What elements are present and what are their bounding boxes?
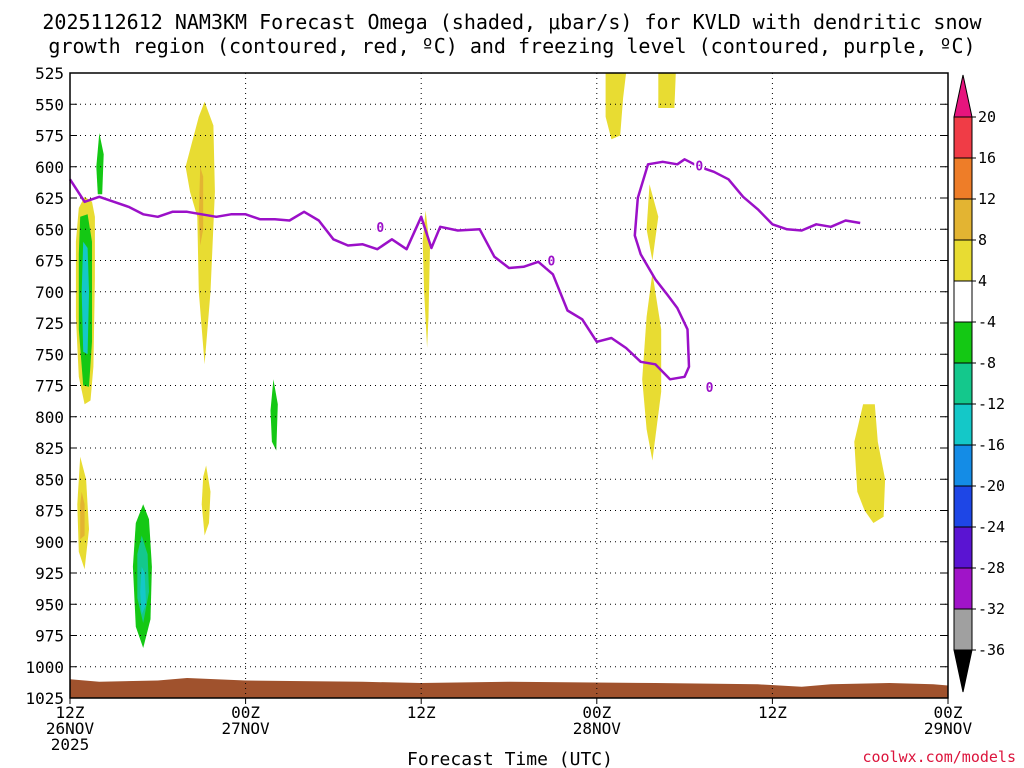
- omega-region-5: [198, 166, 204, 246]
- grid: [70, 73, 948, 698]
- y-tick-label-875: 875: [35, 502, 64, 521]
- colorbar-label-4: 4: [978, 272, 987, 290]
- omega-region-2: [81, 241, 89, 355]
- x-axis-label: Forecast Time (UTC): [407, 749, 613, 768]
- omega-region-14: [605, 73, 627, 140]
- x-tick-label-24-0: 12Z: [407, 703, 436, 722]
- x-tick-label-12-1: 27NOV: [222, 719, 271, 738]
- colorbar-bin-8: [953, 444, 973, 487]
- x-tick-label-0-1: 26NOV: [46, 719, 95, 738]
- terrain: [70, 678, 948, 698]
- freezing-label-bg-2: [694, 157, 705, 173]
- colorbar-bottom-arrow: [953, 649, 973, 693]
- y-tick-label-925: 925: [35, 564, 64, 583]
- freezing-level-contour: 0 0 0 0: [68, 157, 861, 396]
- x-tick-label-36-1: 28NOV: [573, 719, 622, 738]
- colorbar-bin-0: [953, 116, 973, 159]
- y-tick-label-650: 650: [35, 220, 64, 239]
- y-tick-label-675: 675: [35, 252, 64, 271]
- x-tick-label-0-0: 12Z: [56, 703, 85, 722]
- colorbar-label-3: 8: [978, 231, 987, 249]
- colorbar-label-8: -16: [978, 436, 1005, 454]
- y-tick-label-950: 950: [35, 595, 64, 614]
- colorbar-bin-11: [953, 567, 973, 610]
- colorbar-label-7: -12: [978, 395, 1005, 413]
- omega-region-13: [422, 210, 430, 348]
- omega-shading: [75, 73, 886, 648]
- x-tick-label-60-1: 29NOV: [924, 719, 973, 738]
- freezing-level-label-2: 0: [695, 160, 703, 175]
- x-tick-label-12-0: 00Z: [231, 703, 260, 722]
- colorbar-label-6: -8: [978, 354, 996, 372]
- chart-title-line1: 2025112612 NAM3KM Forecast Omega (shaded…: [42, 10, 982, 34]
- y-tick-label-975: 975: [35, 627, 64, 646]
- y-tick-label-550: 550: [35, 95, 64, 114]
- y-tick-label-900: 900: [35, 533, 64, 552]
- colorbar-label-0: 20: [978, 108, 996, 126]
- freezing-level-label-1: 0: [548, 255, 556, 270]
- omega-region-18: [854, 404, 886, 523]
- colorbar-bin-12: [953, 608, 973, 651]
- y-tick-label-1025: 1025: [25, 689, 64, 708]
- y-tick-label-600: 600: [35, 158, 64, 177]
- omega-region-16: [646, 184, 659, 261]
- y-tick-label-750: 750: [35, 345, 64, 364]
- colorbar-bin-4: [953, 280, 973, 323]
- colorbar-label-2: 12: [978, 190, 996, 208]
- y-tick-label-800: 800: [35, 408, 64, 427]
- colorbar-label-11: -28: [978, 559, 1005, 577]
- omega-region-10: [140, 566, 147, 615]
- omega-region-11: [201, 465, 211, 536]
- omega-region-3: [96, 133, 104, 195]
- colorbar-top-arrow: [953, 74, 973, 118]
- omega-region-15: [658, 73, 676, 108]
- plot-area: [70, 73, 948, 698]
- colorbar-bin-10: [953, 526, 973, 569]
- y-tick-label-825: 825: [35, 439, 64, 458]
- x-tick-label-48-0: 12Z: [758, 703, 787, 722]
- y-tick-label-775: 775: [35, 377, 64, 396]
- colorbar-label-10: -24: [978, 518, 1005, 536]
- colorbar-bin-2: [953, 198, 973, 241]
- y-tick-label-525: 525: [35, 64, 64, 83]
- freezing-level-label-0: 0: [376, 221, 384, 236]
- terrain-fill: [70, 678, 948, 698]
- colorbar-label-9: -20: [978, 477, 1005, 495]
- chart-title-line2: growth region (contoured, red, ºC) and f…: [48, 34, 975, 58]
- colorbar-bin-6: [953, 362, 973, 405]
- x-tick-label-36-0: 00Z: [582, 703, 611, 722]
- colorbar: 20 16 12 8 4 -4 -8 -12 -16 -20 -24 -28 -32 -36: [953, 74, 1005, 693]
- omega-region-7: [80, 491, 85, 540]
- colorbar-label-1: 16: [978, 149, 996, 167]
- omega-region-17: [642, 273, 662, 461]
- freezing-label-bg-1: [546, 252, 557, 268]
- plot-background: [70, 73, 948, 698]
- site-credit: coolwx.com/models: [862, 748, 1016, 766]
- colorbar-bin-3: [953, 239, 973, 282]
- x-tick-label-60-0: 00Z: [934, 703, 963, 722]
- y-tick-label-700: 700: [35, 283, 64, 302]
- colorbar-label-12: -32: [978, 600, 1005, 618]
- x-tick-label-0-2: 2025: [51, 735, 90, 754]
- y-tick-label-850: 850: [35, 470, 64, 489]
- colorbar-label-13: -36: [978, 641, 1005, 659]
- y-tick-label-625: 625: [35, 189, 64, 208]
- y-tick-label-575: 575: [35, 127, 64, 146]
- colorbar-bin-5: [953, 321, 973, 364]
- y-axis: 525 550 575 600 625 650 675 700 725 750 775 800 825 8…: [25, 64, 948, 708]
- y-tick-label-725: 725: [35, 314, 64, 333]
- y-tick-label-1000: 1000: [25, 658, 64, 677]
- freezing-label-bg-3: [704, 378, 715, 394]
- colorbar-bin-9: [953, 485, 973, 528]
- freezing-label-bg-0: [375, 218, 386, 234]
- colorbar-label-5: -4: [978, 313, 996, 331]
- freezing-level-label-3: 0: [706, 381, 714, 396]
- colorbar-bin-1: [953, 157, 973, 200]
- omega-region-12: [270, 379, 278, 451]
- colorbar-bin-7: [953, 403, 973, 446]
